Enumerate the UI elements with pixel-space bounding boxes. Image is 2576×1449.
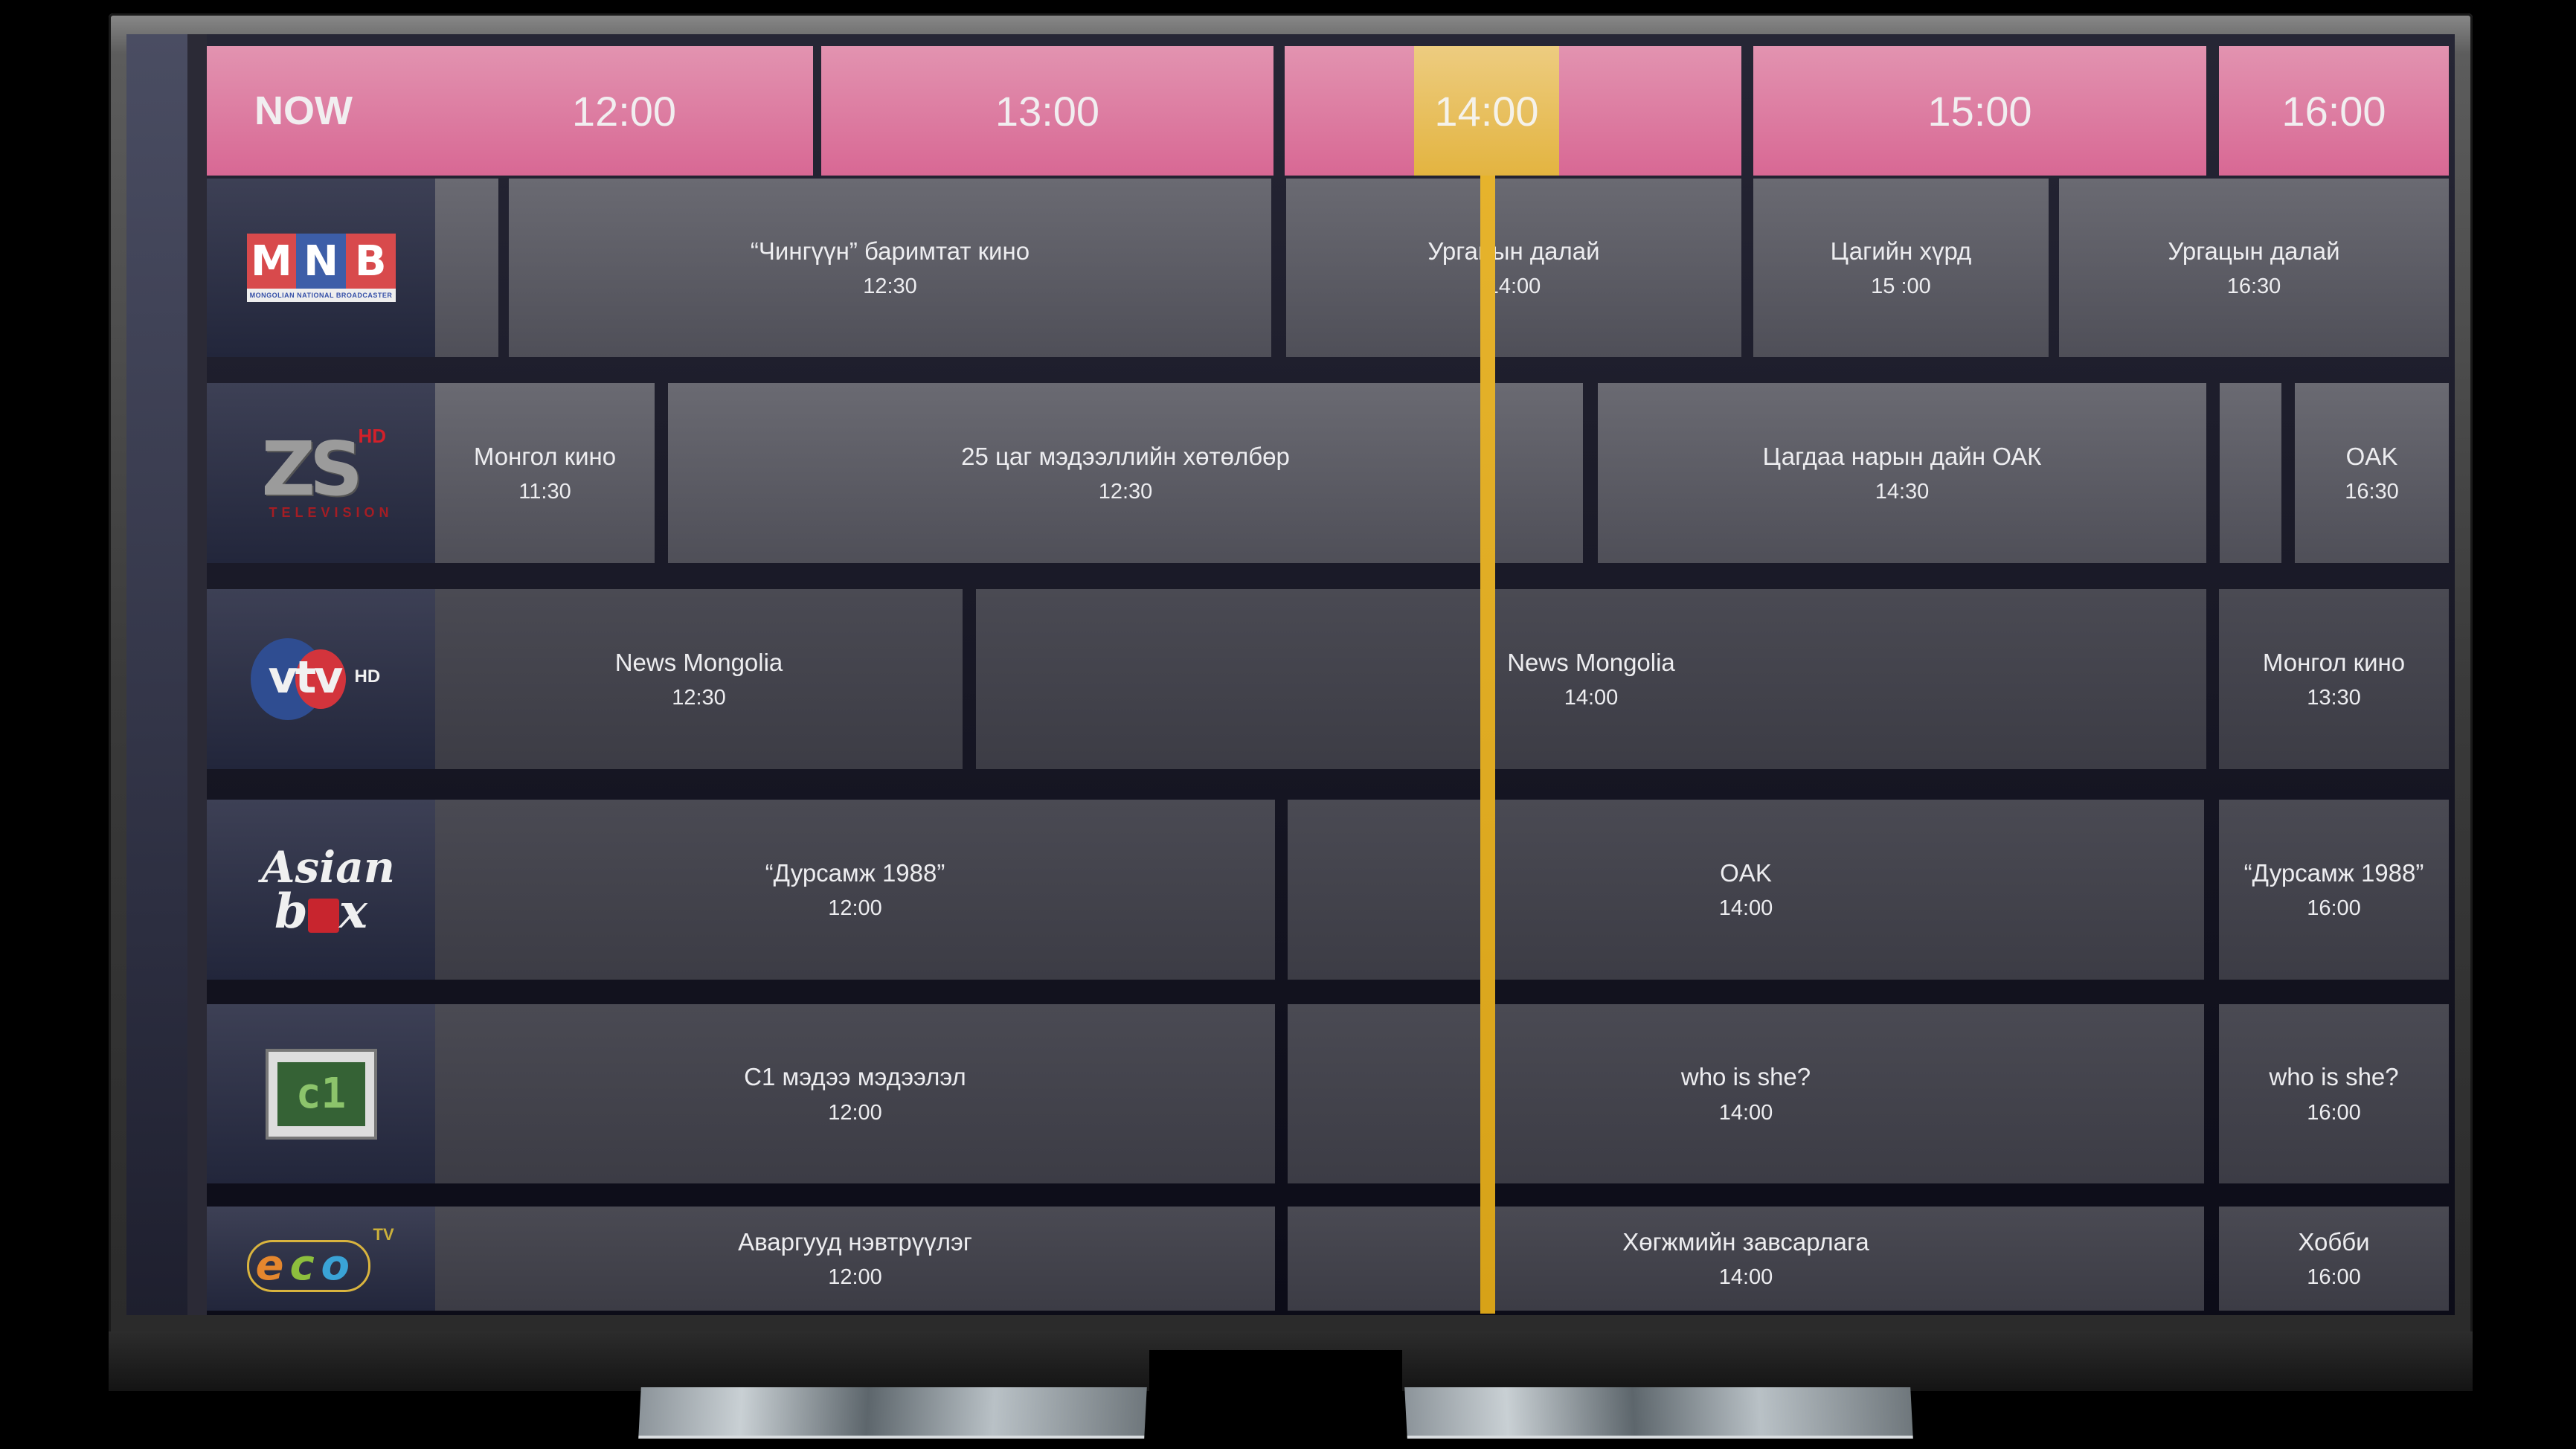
program-title: Ургацын далай	[1427, 237, 1600, 265]
program-title: OAK	[1720, 858, 1772, 887]
program-time: 12:30	[672, 686, 726, 710]
program-title: OAK	[2345, 442, 2398, 470]
program-title: who is she?	[1680, 1063, 1811, 1091]
program-cell[interactable]: “Дурсамж 1988” 12:00	[435, 800, 1275, 980]
program-time: 12:00	[828, 1265, 882, 1290]
time-slot-label: 16:00	[2281, 87, 2386, 135]
program-time: 12:30	[1098, 480, 1153, 504]
time-slot-label: 13:00	[995, 87, 1100, 135]
program-title: “Дурсамж 1988”	[2243, 858, 2424, 887]
program-cell[interactable]: Хөгжмийн завсарлага 14:00	[1288, 1207, 2204, 1311]
program-time: 14:00	[1718, 1100, 1773, 1125]
time-slot-16[interactable]: 16:00	[2219, 46, 2449, 176]
program-title: “Дурсамж 1988”	[765, 858, 945, 887]
current-time-highlight	[1414, 46, 1559, 176]
program-cell[interactable]	[435, 179, 498, 357]
program-cell[interactable]: News Mongolia 12:30	[435, 589, 963, 769]
program-time: 13:30	[2307, 686, 2361, 710]
program-cell[interactable]: C1 мэдээ мэдээлэл 12:00	[435, 1004, 1275, 1183]
program-time: 14:30	[1875, 480, 1930, 504]
program-time: 16:30	[2345, 480, 2399, 504]
program-cell[interactable]: OAK 14:00	[1288, 800, 2204, 980]
program-time: 14:00	[1486, 274, 1541, 299]
program-time: 14:00	[1564, 686, 1619, 710]
time-slot-label: 15:00	[1927, 87, 2032, 135]
program-cell[interactable]: Ургацын далай 14:00	[1286, 179, 1741, 357]
program-cell[interactable]	[2220, 383, 2281, 563]
program-title: Аваргууд нэвтрүүлэг	[738, 1227, 972, 1256]
eco-tv-logo-icon: e c o TV	[246, 1225, 396, 1292]
now-button[interactable]: NOW	[207, 46, 435, 176]
c1-logo-icon: c1	[265, 1048, 377, 1140]
program-title: News Mongolia	[614, 648, 783, 676]
program-cell[interactable]: News Mongolia 14:00	[976, 589, 2206, 769]
program-time: 11:30	[518, 480, 571, 504]
time-slot-15[interactable]: 15:00	[1753, 46, 2206, 176]
program-title: News Mongolia	[1507, 648, 1675, 676]
tv-stand-right-foot	[1404, 1387, 1913, 1439]
current-time-indicator	[1480, 176, 1495, 1314]
program-time: 16:00	[2307, 1100, 2361, 1125]
program-cell[interactable]: who is she? 14:00	[1288, 1004, 2204, 1183]
program-title: Хөгжмийн завсарлага	[1622, 1227, 1869, 1256]
program-cell[interactable]: Цагийн хүрд 15 :00	[1753, 179, 2049, 357]
tv-stand-left-foot	[638, 1387, 1147, 1439]
channel-logo-c1[interactable]: c1	[207, 1004, 435, 1183]
program-cell[interactable]: OAK 16:30	[2295, 383, 2449, 563]
program-time: 16:00	[2307, 1265, 2361, 1290]
time-slot-label: 12:00	[571, 87, 677, 135]
program-time: 12:00	[828, 896, 882, 921]
program-cell[interactable]: 25 цаг мэдээллийн хөтөлбөр 12:30	[668, 383, 1583, 563]
program-cell[interactable]: who is she? 16:00	[2219, 1004, 2449, 1183]
program-title: Цагдаа нарын дайн ОАК	[1762, 442, 2042, 470]
program-time: 15 :00	[1871, 274, 1931, 299]
mnb-logo-icon: M N B MONGOLIAN NATIONAL BROADCASTER	[246, 234, 396, 302]
program-title: Монгол кино	[473, 442, 617, 470]
program-cell[interactable]: Монгол кино 13:30	[2219, 589, 2449, 769]
program-time: 12:30	[863, 274, 917, 299]
program-cell[interactable]: Ургацын далай 16:30	[2059, 179, 2449, 357]
program-title: Монгол кино	[2262, 648, 2406, 676]
program-cell[interactable]: Аваргууд нэвтрүүлэг 12:00	[435, 1207, 1275, 1311]
vtv-logo-icon: vtv HD	[250, 638, 392, 720]
program-cell[interactable]: Монгол кино 11:30	[435, 383, 655, 563]
program-time: 14:00	[1718, 896, 1773, 921]
time-slot-13[interactable]: 13:00	[821, 46, 1273, 176]
program-time: 16:00	[2307, 896, 2361, 921]
channel-logo-zs[interactable]: ZS HD TELEVISION	[207, 383, 435, 563]
program-cell[interactable]: Хобби 16:00	[2219, 1207, 2449, 1311]
channel-logo-mnb[interactable]: M N B MONGOLIAN NATIONAL BROADCASTER	[207, 179, 435, 357]
sidebar-divider	[187, 34, 207, 1315]
program-title: 25 цаг мэдээллийн хөтөлбөр	[961, 442, 1290, 470]
program-cell[interactable]: Цагдаа нарын дайн ОАК 14:30	[1598, 383, 2206, 563]
zs-logo-icon: ZS HD TELEVISION	[261, 425, 394, 520]
time-slot-12[interactable]: 12:00	[435, 46, 813, 176]
channel-logo-vtv[interactable]: vtv HD	[207, 589, 435, 769]
program-title: who is she?	[2269, 1063, 2399, 1091]
program-title: Цагийн хүрд	[1830, 237, 1972, 265]
program-title: Ургацын далай	[2168, 237, 2340, 265]
channel-logo-eco[interactable]: e c o TV	[207, 1207, 435, 1311]
sidebar-strip	[126, 34, 187, 1315]
program-cell[interactable]: “Чингүүн” баримтат кино 12:30	[509, 179, 1271, 357]
program-title: “Чингүүн” баримтат кино	[750, 237, 1030, 265]
program-time: 16:30	[2226, 274, 2281, 299]
program-time: 12:00	[828, 1100, 882, 1125]
program-time: 14:00	[1718, 1265, 1773, 1290]
current-time-label: 14:00	[1434, 87, 1539, 135]
now-label: NOW	[254, 89, 353, 133]
program-cell[interactable]: “Дурсамж 1988” 16:00	[2219, 800, 2449, 980]
program-title: Хобби	[2298, 1227, 2370, 1256]
program-title: C1 мэдээ мэдээлэл	[744, 1063, 966, 1091]
tv-stand-neck	[1149, 1350, 1402, 1432]
